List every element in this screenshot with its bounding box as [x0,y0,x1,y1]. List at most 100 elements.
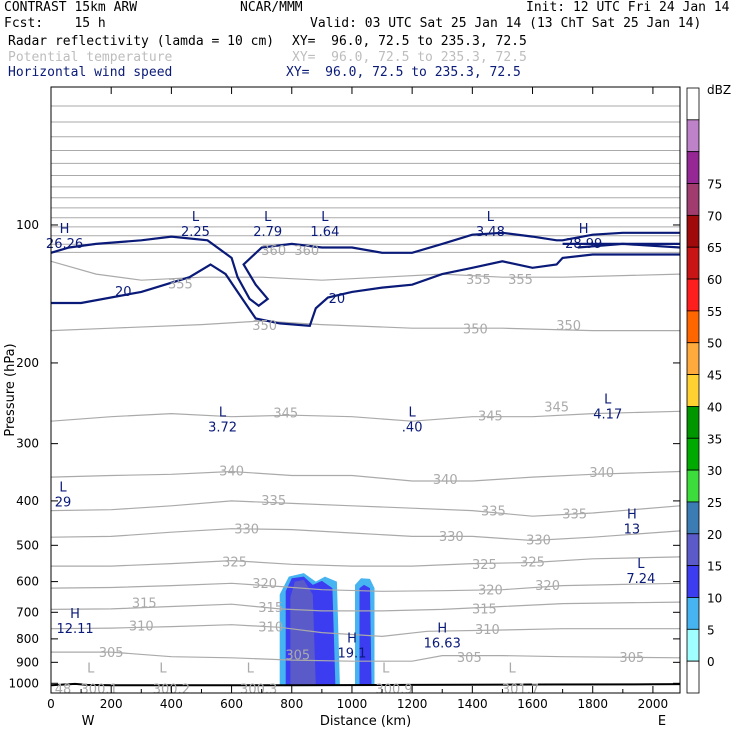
surface-low-mark: L [382,661,390,676]
colorbar-box [686,87,700,121]
colorbar-label: 5 [707,623,715,637]
theta-label: 355 [466,273,491,288]
colorbar-box [686,501,700,535]
theta-label: 335 [562,507,587,522]
theta-label: 340 [433,473,458,488]
extremum-value: 26.26 [46,237,83,252]
x-tick-label: 200 [100,697,123,711]
west-label: W [82,714,95,729]
surface-label: 300.1 [81,682,118,697]
colorbar-box [686,278,700,312]
x-tick-label: 1000 [337,697,368,711]
theta-label: 350 [463,322,488,337]
extremum-kind: L [321,210,329,225]
colorbar-label: 50 [707,337,722,351]
colorbar-box [686,628,700,662]
theta-contour-315 [51,601,680,612]
colorbar-label: 75 [707,178,722,192]
theta-contour-350 [51,320,680,332]
x-tick-label: 1400 [457,697,488,711]
colorbar-box [686,183,700,216]
y-tick-label: 1000 [8,676,39,690]
colorbar-label: 70 [707,209,722,223]
theta-label: 360 [261,244,286,259]
theta-contour-310 [51,624,680,638]
colorbar-label: 30 [707,464,722,478]
theta-contour-330 [51,528,680,542]
extremum-value: 3.48 [476,225,505,240]
y-tick-label: 100 [16,218,39,232]
organization-label: NCAR/MMM [240,0,303,15]
y-tick-label: 300 [16,437,39,451]
y-tick-label: 600 [16,575,39,589]
x-tick-label: 1600 [517,697,548,711]
extremum-kind: H [70,607,80,622]
colorbar-box [686,469,700,503]
colorbar-box [686,246,700,280]
colorbar-box [686,533,700,567]
colorbar-label: 55 [707,305,722,319]
extremum-kind: L [219,406,227,421]
theta-label: 315 [472,602,497,617]
colorbar-box [686,660,700,694]
surface-low-mark: L [247,661,255,676]
extremum-value: 16.63 [424,637,461,652]
colorbar-label: 15 [707,560,722,574]
colorbar-box [686,374,700,407]
colorbar-label: 10 [707,591,722,605]
extremum-value: 2.25 [181,225,210,240]
model-title: CONTRAST 15km ARW [4,0,138,15]
wind-contour-20 [577,242,680,249]
x-tick-label: 1200 [397,697,428,711]
theta-contour-335 [51,500,680,517]
theta-label: 325 [222,555,247,570]
theta-label: 310 [475,623,500,638]
colorbar-label: 65 [707,241,722,255]
colorbar-box [686,310,700,344]
x-tick-label: 2000 [638,697,669,711]
colorbar-label: 35 [707,432,722,446]
surface-low-mark: L [87,661,95,676]
y-axis-label: Pressure (hPa) [3,343,18,436]
surface-low-mark: L [159,661,167,676]
surface-label: 48 [55,682,72,697]
theta-label: 330 [439,530,464,545]
field2-xy: XY= 96.0, 72.5 to 235.3, 72.5 [292,50,527,65]
theta-label: 305 [457,651,482,666]
theta-label: 340 [589,466,614,481]
theta-label: 345 [478,410,503,425]
theta-label: 320 [478,584,503,599]
theta-label: 315 [132,597,157,612]
colorbar-box [686,214,700,248]
theta-contour-325 [51,556,680,567]
theta-label: 310 [129,620,154,635]
extremum-kind: H [627,508,637,523]
colorbar-label: 20 [707,528,722,542]
ground-line [51,682,680,687]
x-tick-label: 400 [160,697,183,711]
colorbar-box [686,342,700,375]
theta-label: 350 [556,319,581,334]
reflectivity-cell [290,579,316,686]
theta-contour-320 [51,582,680,592]
extremum-value: 12.11 [56,622,93,637]
theta-label: 345 [273,407,298,422]
colorbar-box [686,597,700,630]
theta-label: 305 [285,649,310,664]
extremum-value: 19.1 [337,647,366,662]
extremum-value: 1.64 [310,225,339,240]
theta-label: 350 [252,319,277,334]
surface-label: 300.9 [375,682,412,697]
extremum-value: 4.17 [593,407,622,422]
extremum-kind: L [604,392,612,407]
y-tick-label: 200 [16,356,39,370]
y-tick-label: 700 [16,605,39,619]
theta-label: 320 [535,579,560,594]
wind-label: 20 [329,292,346,307]
extremum-value: 29 [55,496,72,511]
theta-label: 335 [481,505,506,520]
extremum-kind: L [192,210,200,225]
theta-label: 360 [294,244,319,259]
field1-name: Radar reflectivity (lamda = 10 cm) [8,34,275,49]
theta-label: 315 [258,601,283,616]
